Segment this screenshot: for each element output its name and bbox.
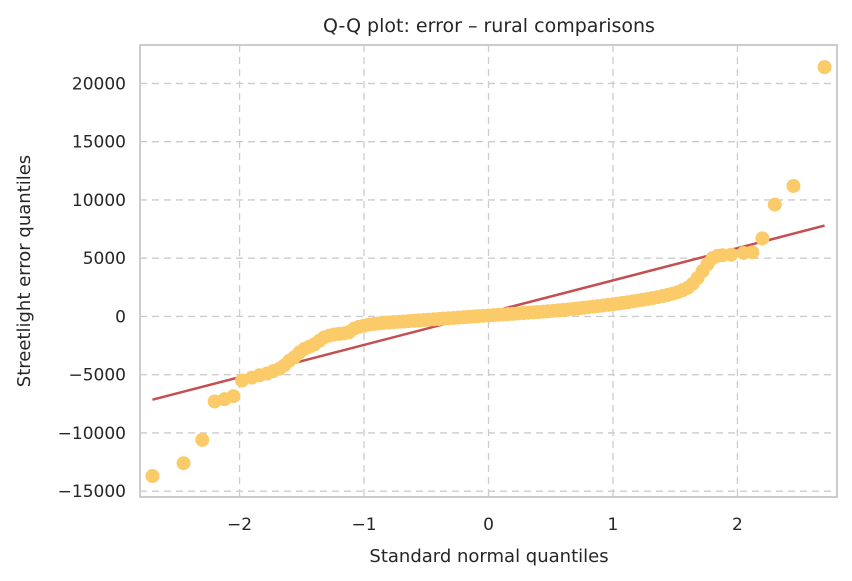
y-tick-label: −5000 bbox=[68, 366, 126, 386]
data-point bbox=[767, 197, 782, 212]
data-point bbox=[786, 178, 801, 193]
x-tick-label: 2 bbox=[732, 515, 743, 535]
y-tick-label: −15000 bbox=[58, 482, 126, 502]
grid bbox=[140, 45, 837, 497]
y-tick-label: 20000 bbox=[72, 74, 126, 94]
data-points bbox=[145, 60, 832, 484]
data-point bbox=[145, 469, 160, 484]
data-point bbox=[745, 245, 760, 260]
data-point bbox=[724, 247, 739, 262]
x-tick-label: 1 bbox=[608, 515, 619, 535]
y-tick-label: 15000 bbox=[72, 133, 126, 153]
x-tick-label: −1 bbox=[352, 515, 377, 535]
x-tick-label: 0 bbox=[483, 515, 494, 535]
data-point bbox=[195, 432, 210, 447]
x-axis-label: Standard normal quantiles bbox=[369, 546, 608, 567]
chart-title: Q-Q plot: error – rural comparisons bbox=[323, 15, 655, 37]
y-tick-label: 0 bbox=[115, 307, 126, 327]
y-tick-labels: −15000 −10000 −5000 0 5000 10000 15000 20000 bbox=[58, 74, 126, 502]
data-point bbox=[226, 389, 241, 404]
y-tick-label: −10000 bbox=[58, 424, 126, 444]
x-tick-labels: −2 −1 0 1 2 bbox=[227, 515, 743, 535]
y-tick-label: 10000 bbox=[72, 191, 126, 211]
data-point bbox=[817, 60, 832, 75]
y-tick-label: 5000 bbox=[83, 249, 126, 269]
data-point bbox=[176, 456, 191, 471]
data-point bbox=[755, 231, 770, 246]
y-axis-label: Streetlight error quantiles bbox=[14, 155, 35, 387]
plot-area-frame bbox=[139, 44, 838, 498]
x-tick-label: −2 bbox=[227, 515, 252, 535]
